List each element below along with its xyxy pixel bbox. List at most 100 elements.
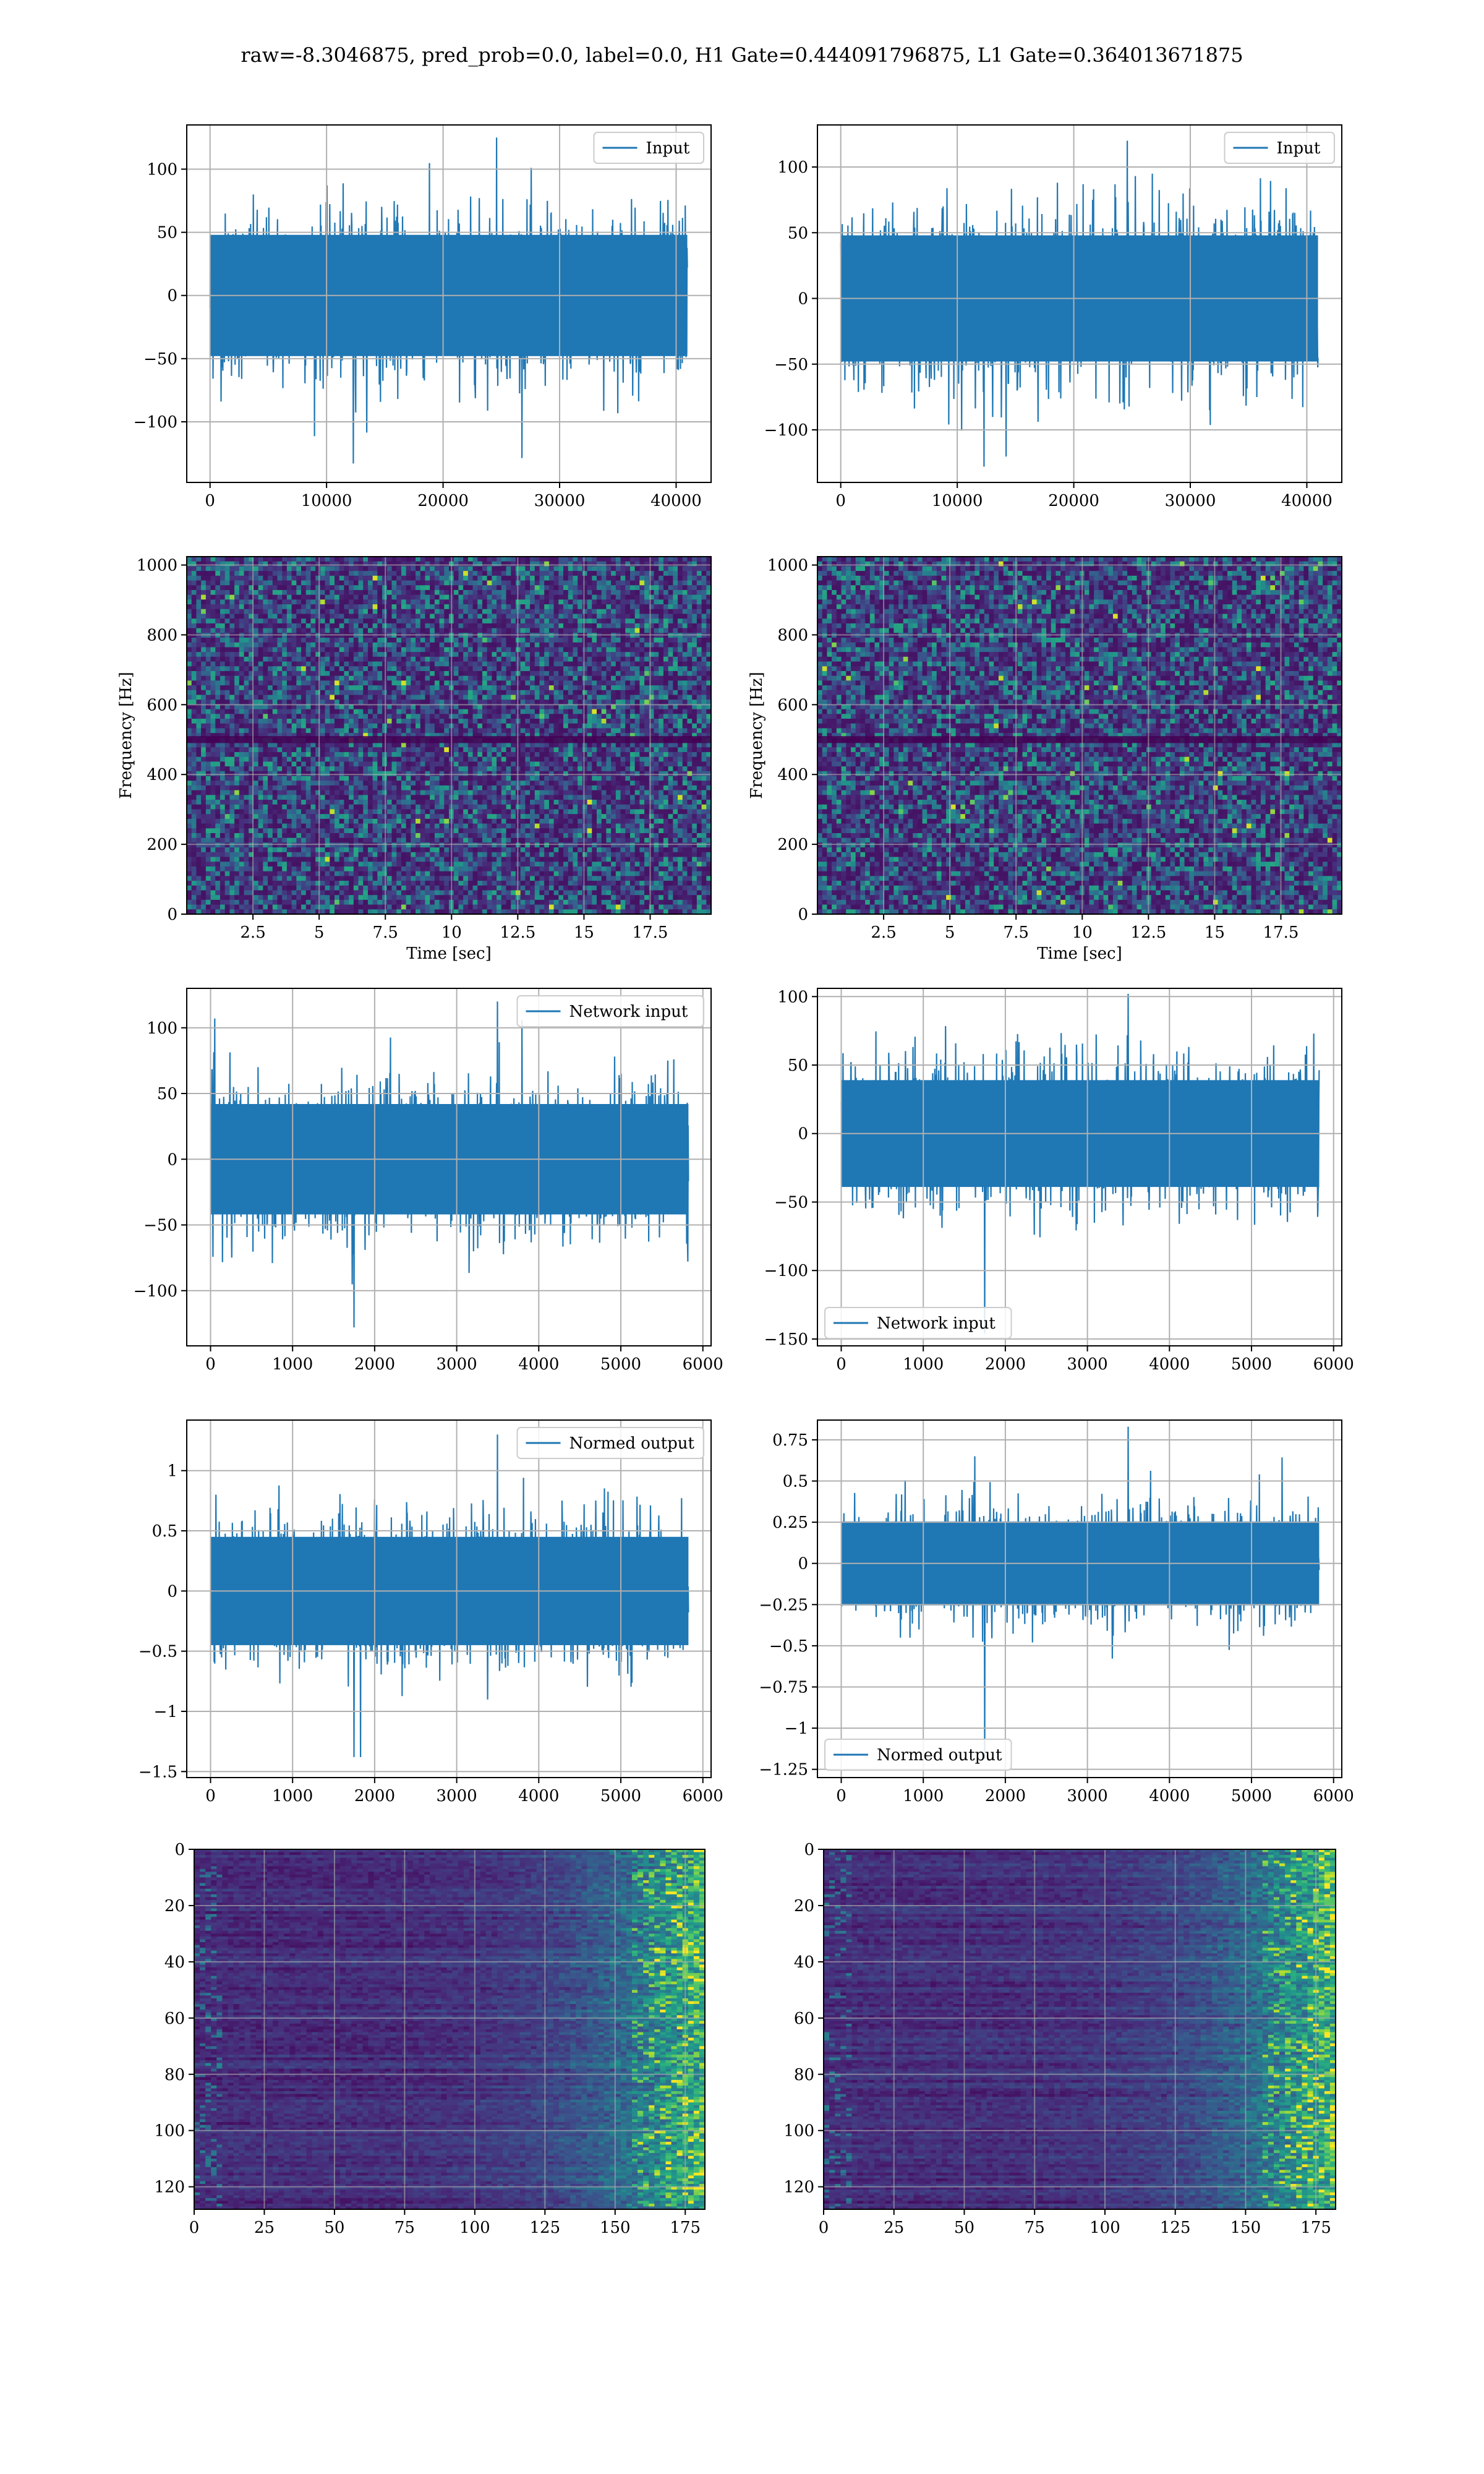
heatmap-cell: [377, 575, 383, 581]
heatmap-cell: [310, 733, 316, 738]
heatmap-cell: [358, 652, 364, 657]
heatmap-cell: [244, 599, 249, 605]
heatmap-cell: [644, 680, 650, 686]
heatmap-cell: [330, 585, 335, 591]
heatmap-cell: [573, 680, 578, 686]
heatmap-cell: [525, 709, 531, 714]
heatmap-cell: [325, 756, 330, 762]
heatmap-cell: [425, 723, 430, 729]
heatmap-cell: [191, 585, 197, 591]
heatmap-cell: [386, 680, 393, 686]
heatmap-cell: [291, 561, 297, 567]
heatmap-cell: [339, 742, 344, 748]
heatmap-cell: [606, 666, 612, 672]
heatmap-cell: [358, 733, 364, 738]
heatmap-cell: [534, 728, 540, 734]
heatmap-cell: [596, 719, 602, 724]
heatmap-cell: [353, 704, 359, 710]
heatmap-cell: [492, 756, 497, 762]
heatmap-cell: [525, 700, 531, 705]
heatmap-cell: [244, 709, 249, 714]
heatmap-cell: [482, 594, 488, 600]
heatmap-cell: [506, 656, 511, 662]
heatmap-cell: [644, 585, 650, 591]
heatmap-cell: [444, 680, 450, 686]
heatmap-cell: [458, 680, 464, 686]
heatmap-cell: [339, 723, 344, 729]
heatmap-cell: [511, 594, 516, 600]
heatmap-cell: [649, 618, 655, 624]
heatmap-cell: [596, 661, 602, 667]
heatmap-cell: [305, 661, 312, 667]
heatmap-cell: [215, 723, 221, 729]
heatmap-cell: [558, 589, 564, 596]
heatmap-cell: [439, 714, 445, 719]
heatmap-cell: [439, 652, 445, 657]
heatmap-cell: [620, 618, 626, 624]
heatmap-cell: [620, 661, 626, 667]
heatmap-cell: [215, 690, 221, 696]
heatmap-cell: [220, 647, 226, 653]
heatmap-cell: [215, 594, 221, 600]
heatmap-cell: [472, 685, 478, 691]
heatmap-cell: [339, 623, 344, 629]
heatmap-cell: [391, 761, 397, 767]
heatmap-cell: [210, 575, 216, 581]
heatmap-cell: [687, 700, 693, 705]
heatmap-cell: [263, 571, 268, 576]
heatmap-cell: [482, 652, 488, 657]
heatmap-cell: [411, 561, 416, 567]
heatmap-cell: [434, 685, 440, 691]
heatmap-cell: [391, 723, 397, 729]
heatmap-cell: [654, 719, 659, 724]
heatmap-cell: [367, 680, 373, 686]
heatmap-cell: [282, 680, 288, 686]
heatmap-cell: [587, 656, 592, 662]
heatmap-cell: [544, 709, 550, 714]
heatmap-cell: [277, 756, 283, 762]
heatmap-cell: [391, 599, 397, 605]
heatmap-cell: [511, 766, 516, 772]
heatmap-cell: [268, 656, 273, 662]
heatmap-cell: [511, 719, 516, 724]
heatmap-cell: [706, 618, 712, 624]
heatmap-cell: [282, 742, 288, 748]
heatmap-cell: [492, 761, 497, 767]
heatmap-cell: [463, 628, 469, 633]
heatmap-cell: [425, 575, 430, 581]
heatmap-cell: [358, 728, 364, 734]
heatmap-cell: [253, 561, 259, 567]
heatmap-cell: [425, 761, 430, 767]
heatmap-cell: [596, 675, 602, 681]
heatmap-cell: [558, 728, 564, 734]
heatmap-cell: [363, 628, 369, 633]
heatmap-cell: [706, 690, 712, 696]
heatmap-cell: [420, 561, 426, 567]
heatmap-cell: [277, 614, 283, 619]
heatmap-cell: [620, 628, 626, 633]
heatmap-cell: [315, 642, 321, 648]
heatmap-cell: [620, 575, 626, 581]
heatmap-cell: [196, 733, 202, 738]
heatmap-cell: [553, 690, 559, 696]
heatmap-cell: [544, 670, 550, 677]
heatmap-cell: [334, 700, 340, 705]
legend: Input: [1224, 132, 1335, 164]
heatmap-cell: [558, 747, 564, 753]
heatmap-cell: [334, 585, 340, 591]
heatmap-cell: [520, 642, 526, 648]
heatmap-cell: [444, 719, 450, 724]
heatmap-cell: [601, 685, 607, 691]
heatmap-cell: [615, 761, 621, 767]
heatmap-cell: [282, 766, 288, 772]
heatmap-cell: [363, 604, 369, 610]
heatmap-cell: [391, 714, 397, 719]
heatmap-cell: [573, 580, 578, 586]
heatmap-cell: [253, 642, 259, 648]
heatmap-cell: [558, 623, 564, 629]
heatmap-cell: [568, 594, 574, 600]
heatmap-cell: [582, 589, 588, 596]
heatmap-cell: [367, 647, 373, 653]
heatmap-cell: [525, 609, 531, 615]
